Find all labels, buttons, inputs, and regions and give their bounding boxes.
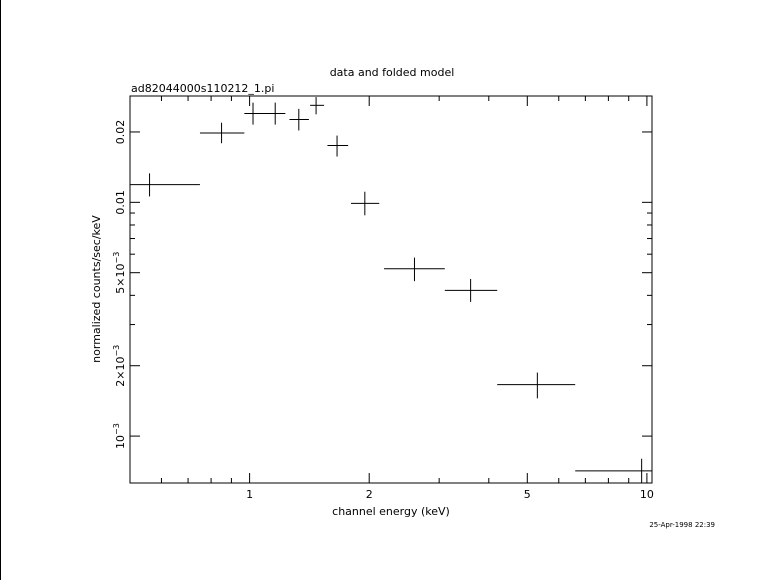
x-tick-label: 2: [366, 488, 373, 501]
x-axis-label: channel energy (keV): [332, 505, 450, 518]
window-left-border: [0, 0, 1, 580]
y-tick-label: 2×10−3: [112, 345, 127, 387]
x-axis-ticks: 1 2 5 10: [129, 96, 654, 501]
chart-title: data and folded model: [330, 66, 455, 79]
data-point-8: [351, 191, 380, 216]
y-tick-label: 0.01: [114, 190, 127, 215]
y-axis-label: normalized counts/sec/keV: [90, 215, 103, 363]
y-tick-label: 0.02: [114, 120, 127, 145]
data-point-3: [244, 102, 267, 125]
data-point-12: [575, 458, 652, 483]
x-tick-label: 5: [524, 488, 531, 501]
y-axis-ticks: 10−3 2×10−3 5×10−3 0.01 0.02: [112, 120, 652, 449]
x-tick-label: 1: [246, 488, 253, 501]
data-point-5: [289, 108, 309, 131]
x-tick-label: 10: [640, 488, 654, 501]
chart-subtitle: ad82044000s110212_1.pi: [131, 82, 274, 95]
data-points: [130, 97, 652, 483]
plot-frame: [129, 95, 653, 484]
data-point-11: [497, 372, 576, 399]
data-point-4: [266, 102, 286, 125]
data-point-7: [327, 135, 349, 157]
data-point-10: [444, 278, 498, 302]
data-point-6: [310, 97, 325, 115]
data-point-2: [199, 122, 245, 144]
y-tick-label: 5×10−3: [112, 252, 127, 294]
timestamp-label: 25-Apr-1998 22:39: [649, 521, 715, 529]
y-tick-label: 10−3: [112, 423, 127, 449]
data-point-9: [384, 257, 445, 282]
data-point-1: [130, 173, 200, 197]
